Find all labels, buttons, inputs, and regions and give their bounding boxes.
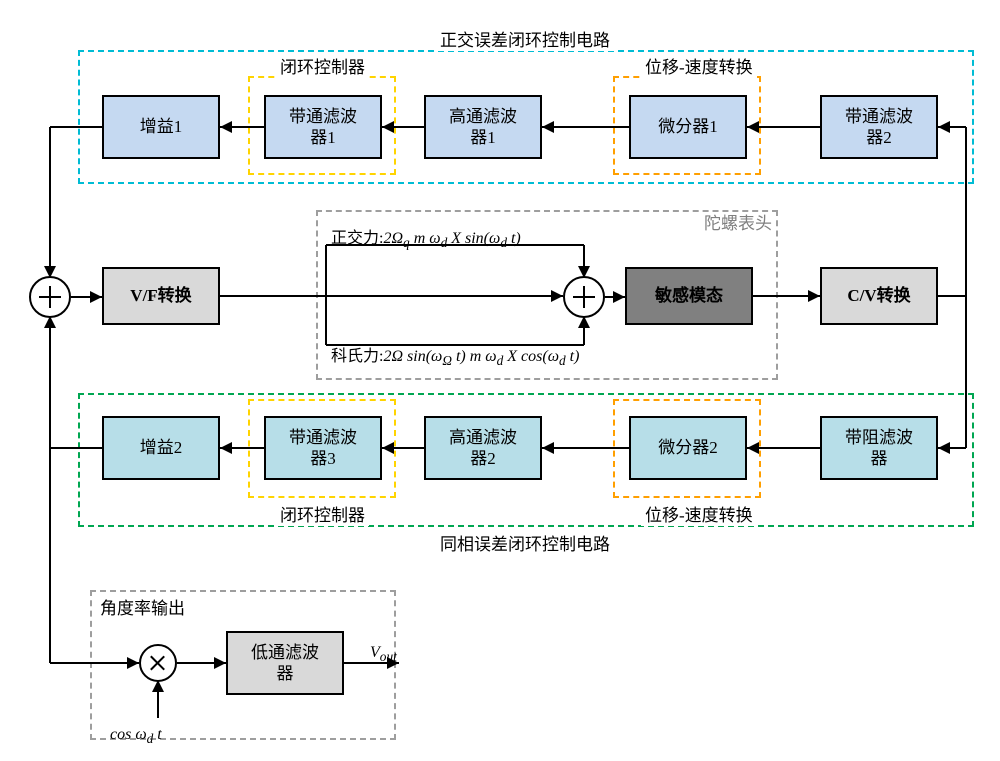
edge — [938, 295, 966, 297]
arrowhead — [938, 442, 950, 454]
edge — [965, 127, 967, 448]
arrowhead — [220, 121, 232, 133]
arrowhead — [90, 291, 102, 303]
edge — [50, 662, 139, 664]
arrowhead — [938, 121, 950, 133]
arrowhead — [127, 657, 139, 669]
arrowhead — [613, 291, 625, 303]
sum-node-sumM — [563, 276, 605, 318]
arrowhead — [382, 442, 394, 454]
group-botCtrl — [248, 399, 396, 498]
edge — [220, 295, 563, 297]
vf: V/F转换 — [102, 267, 220, 325]
group-topCtrl — [248, 76, 396, 175]
group-label-bottom: 同相误差闭环控制电路 — [436, 530, 614, 555]
arrowhead — [220, 442, 232, 454]
arrowhead — [382, 121, 394, 133]
group-bottom — [78, 393, 974, 527]
group-label-topConv: 位移-速度转换 — [641, 53, 757, 78]
group-label-top: 正交误差闭环控制电路 — [436, 26, 614, 51]
group-label-topCtrl: 闭环控制器 — [276, 53, 369, 78]
edge — [49, 127, 51, 276]
edge — [542, 447, 629, 449]
edge — [49, 448, 51, 663]
arrowhead — [747, 442, 759, 454]
arrowhead — [214, 657, 226, 669]
arrowhead — [542, 121, 554, 133]
arrowhead — [578, 266, 590, 278]
cv: C/V转换 — [820, 267, 938, 325]
math-quadForce: 正交力:2Ωq m ωd X sin(ωd t) — [331, 224, 521, 251]
group-label-botConv: 位移-速度转换 — [641, 501, 757, 526]
group-top — [78, 50, 974, 184]
arrowhead — [542, 442, 554, 454]
math-coswt: cos ωd t — [110, 726, 162, 747]
arrowhead — [808, 290, 820, 302]
group-label-botCtrl: 闭环控制器 — [276, 501, 369, 526]
math-vout: Vout — [370, 644, 397, 665]
arrowhead — [551, 290, 563, 302]
edge — [50, 447, 102, 449]
group-label-output: 角度率输出 — [96, 594, 189, 619]
mult-node-mult — [139, 644, 177, 682]
math-corForce: 科氏力:2Ω sin(ωΩ t) m ωd X cos(ωd t) — [331, 342, 579, 369]
edge — [49, 318, 51, 448]
arrowhead — [578, 316, 590, 328]
edge — [542, 126, 629, 128]
group-label-gyro: 陀螺表头 — [700, 209, 776, 234]
arrowhead — [747, 121, 759, 133]
group-topConv — [613, 76, 761, 175]
arrowhead — [152, 680, 164, 692]
sum-node-sumL — [29, 276, 71, 318]
arrowhead — [44, 266, 56, 278]
edge — [325, 245, 327, 345]
edge — [50, 126, 102, 128]
group-botConv — [613, 399, 761, 498]
arrowhead — [44, 316, 56, 328]
